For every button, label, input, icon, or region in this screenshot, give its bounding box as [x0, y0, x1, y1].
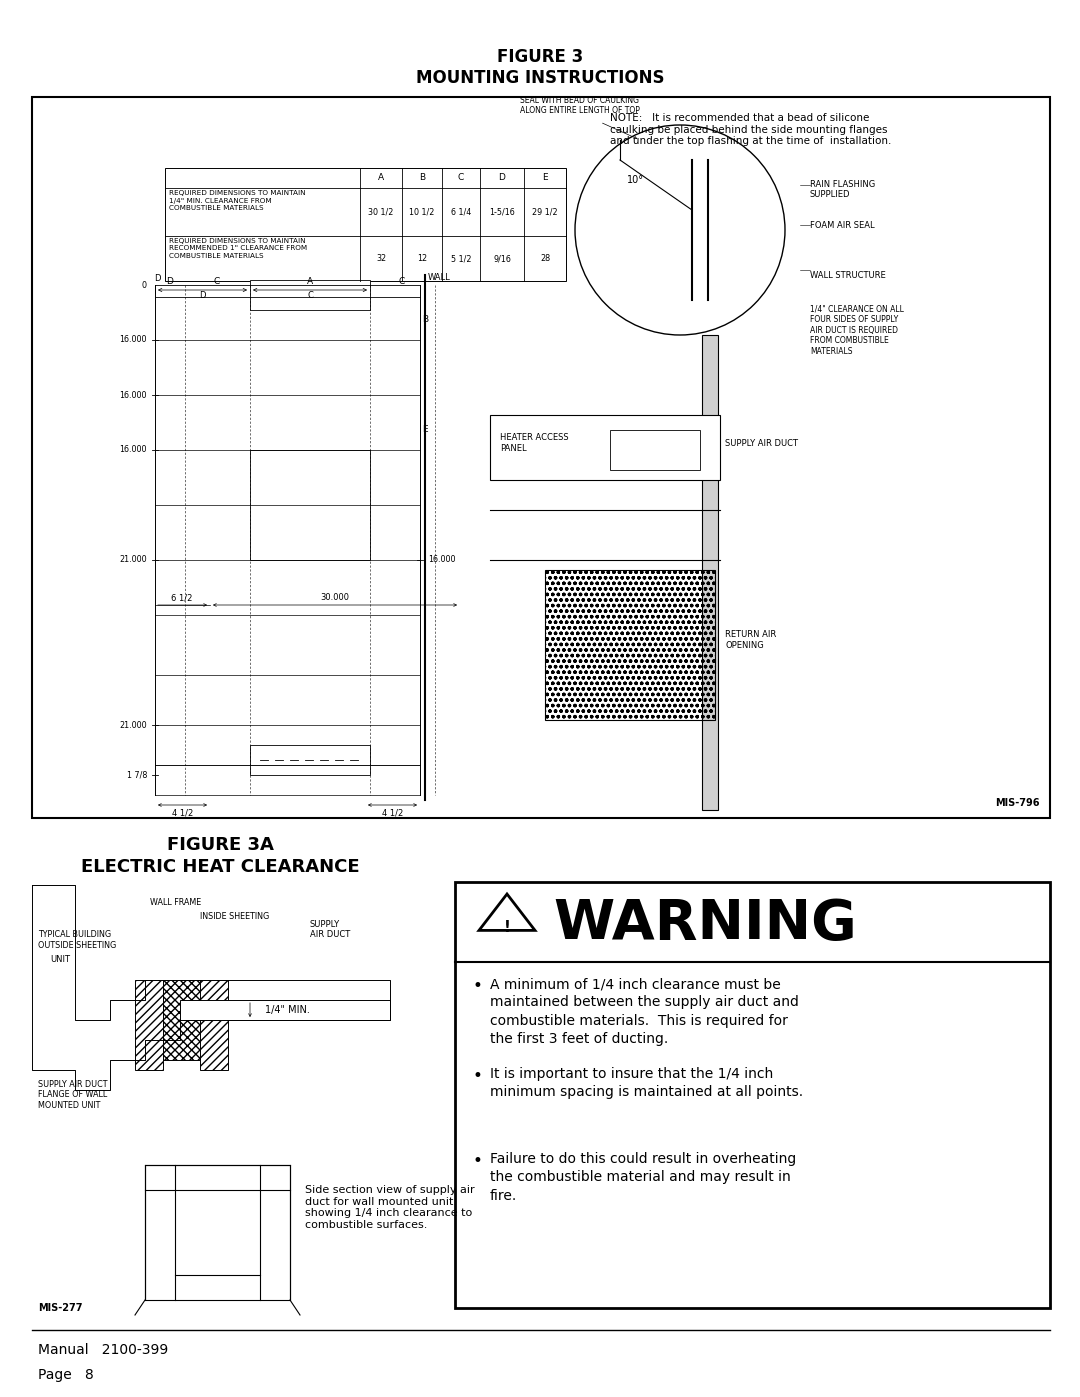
Text: 5 1/2: 5 1/2: [450, 254, 471, 263]
Text: A: A: [378, 173, 384, 183]
Text: RETURN AIR
OPENING: RETURN AIR OPENING: [725, 630, 777, 650]
Text: 29 1/2: 29 1/2: [532, 208, 557, 217]
Text: 16.000: 16.000: [428, 556, 456, 564]
Bar: [163, 981, 200, 1060]
Text: 6 1/4: 6 1/4: [450, 208, 471, 217]
Text: WALL STRUCTURE: WALL STRUCTURE: [810, 271, 886, 279]
Bar: [249, 279, 370, 310]
Bar: [200, 981, 228, 1070]
Text: WALL: WALL: [428, 272, 450, 282]
Text: Page   8: Page 8: [38, 1368, 94, 1382]
Bar: [490, 415, 720, 481]
Text: UNIT: UNIT: [50, 956, 70, 964]
Bar: [249, 745, 370, 775]
Text: C: C: [399, 277, 405, 285]
Text: B: B: [422, 316, 428, 324]
Text: SUPPLY AIR DUCT: SUPPLY AIR DUCT: [725, 439, 798, 447]
Text: ELECTRIC HEAT CLEARANCE: ELECTRIC HEAT CLEARANCE: [81, 858, 360, 876]
Bar: [145, 1165, 291, 1301]
Text: 21.000: 21.000: [120, 556, 147, 564]
Text: FOAM AIR SEAL: FOAM AIR SEAL: [810, 221, 875, 229]
Text: INSIDE SHEETING: INSIDE SHEETING: [200, 912, 269, 921]
Text: A minimum of 1/4 inch clearance must be
maintained between the supply air duct a: A minimum of 1/4 inch clearance must be …: [490, 977, 799, 1046]
Text: D: D: [166, 277, 174, 285]
Text: It is important to insure that the 1/4 inch
minimum spacing is maintained at all: It is important to insure that the 1/4 i…: [490, 1067, 804, 1099]
Text: 10 1/2: 10 1/2: [409, 208, 434, 217]
Bar: [260, 1165, 291, 1301]
Text: FIGURE 3: FIGURE 3: [497, 47, 583, 66]
Bar: [610, 430, 700, 469]
Text: MIS-277: MIS-277: [38, 1303, 82, 1313]
Text: REQUIRED DIMENSIONS TO MAINTAIN
1/4" MIN. CLEARANCE FROM
COMBUSTIBLE MATERIALS: REQUIRED DIMENSIONS TO MAINTAIN 1/4" MIN…: [168, 190, 306, 211]
Text: C: C: [307, 292, 313, 300]
Text: E: E: [422, 426, 428, 434]
Text: C: C: [214, 277, 220, 285]
Text: •: •: [472, 977, 482, 995]
Text: SEAL WITH BEAD OF CAULKING
ALONG ENTIRE LENGTH OF TOP: SEAL WITH BEAD OF CAULKING ALONG ENTIRE …: [521, 95, 640, 115]
Text: 9/16: 9/16: [494, 254, 511, 263]
Bar: [180, 1000, 390, 1020]
Text: MIS-796: MIS-796: [996, 798, 1040, 807]
Text: FIGURE 3A: FIGURE 3A: [166, 835, 273, 854]
Text: Side section view of supply air
duct for wall mounted unit
showing 1/4 inch clea: Side section view of supply air duct for…: [305, 1185, 474, 1229]
Text: D: D: [153, 274, 160, 284]
Text: A: A: [307, 277, 313, 285]
Bar: [545, 570, 715, 719]
Bar: [249, 450, 370, 560]
Text: SUPPLY
AIR DUCT: SUPPLY AIR DUCT: [310, 921, 350, 939]
Text: REQUIRED DIMENSIONS TO MAINTAIN
RECOMMENDED 1" CLEARANCE FROM
COMBUSTIBLE MATERI: REQUIRED DIMENSIONS TO MAINTAIN RECOMMEN…: [168, 237, 307, 258]
Bar: [145, 1165, 175, 1301]
Text: 4 1/2: 4 1/2: [382, 809, 403, 817]
Bar: [455, 882, 1050, 1308]
Text: WARNING: WARNING: [553, 897, 856, 951]
Text: 21.000: 21.000: [120, 721, 147, 729]
Text: MOUNTING INSTRUCTIONS: MOUNTING INSTRUCTIONS: [416, 68, 664, 87]
Text: •: •: [472, 1153, 482, 1171]
Text: B: B: [419, 173, 426, 183]
Text: E: E: [542, 173, 548, 183]
Text: 0: 0: [141, 281, 147, 289]
Text: RAIN FLASHING
SUPPLIED: RAIN FLASHING SUPPLIED: [810, 180, 875, 200]
Text: 30.000: 30.000: [321, 594, 350, 602]
Text: 1/4" CLEARANCE ON ALL
FOUR SIDES OF SUPPLY
AIR DUCT IS REQUIRED
FROM COMBUSTIBLE: 1/4" CLEARANCE ON ALL FOUR SIDES OF SUPP…: [810, 305, 904, 356]
Bar: [175, 1165, 260, 1301]
Text: 16.000: 16.000: [120, 335, 147, 345]
Text: 1 7/8: 1 7/8: [126, 771, 147, 780]
Text: 28: 28: [540, 254, 550, 263]
Bar: [702, 335, 718, 810]
Text: D: D: [199, 292, 206, 300]
Text: 1/4" MIN.: 1/4" MIN.: [265, 1004, 310, 1016]
Text: 4 1/2: 4 1/2: [172, 809, 193, 817]
Text: C: C: [458, 173, 464, 183]
Text: 12: 12: [417, 254, 427, 263]
Text: TYPICAL BUILDING
OUTSIDE SHEETING: TYPICAL BUILDING OUTSIDE SHEETING: [38, 930, 117, 950]
Text: 16.000: 16.000: [120, 446, 147, 454]
Text: 30 1/2: 30 1/2: [368, 208, 394, 217]
Text: NOTE:   It is recommended that a bead of silicone
caulking be placed behind the : NOTE: It is recommended that a bead of s…: [610, 113, 891, 147]
Text: HEATER ACCESS
PANEL: HEATER ACCESS PANEL: [500, 433, 569, 453]
Text: 32: 32: [376, 254, 386, 263]
Text: D: D: [499, 173, 505, 183]
Text: !: !: [503, 919, 511, 935]
Bar: [32, 96, 1050, 819]
Text: 10°: 10°: [626, 175, 644, 184]
Polygon shape: [480, 894, 535, 930]
Text: •: •: [472, 1067, 482, 1085]
Text: 6 1/2: 6 1/2: [172, 594, 192, 602]
Bar: [165, 168, 566, 281]
Text: 1-5/16: 1-5/16: [489, 208, 515, 217]
Text: 16.000: 16.000: [120, 391, 147, 400]
Text: SUPPLY AIR DUCT
FLANGE OF WALL
MOUNTED UNIT: SUPPLY AIR DUCT FLANGE OF WALL MOUNTED U…: [38, 1080, 108, 1109]
Bar: [135, 981, 163, 1070]
Text: Manual   2100-399: Manual 2100-399: [38, 1343, 168, 1356]
Text: Failure to do this could result in overheating
the combustible material and may : Failure to do this could result in overh…: [490, 1153, 796, 1203]
Text: WALL FRAME: WALL FRAME: [150, 898, 201, 907]
